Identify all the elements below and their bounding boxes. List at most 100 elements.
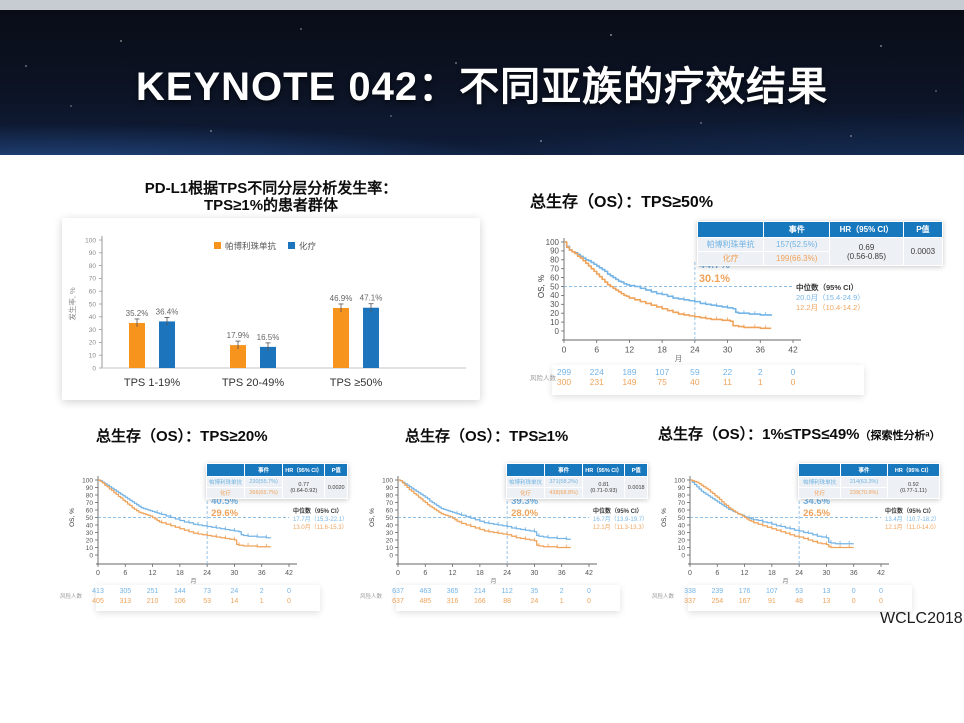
median-line: 16.7月（13.9-19.7） xyxy=(593,516,649,523)
svg-text:0: 0 xyxy=(287,588,291,595)
bar-chart-title: PD-L1根据TPS不同分层分析发生率： TPS≥1%的患者群体 xyxy=(62,180,480,214)
svg-text:帕博利珠单抗: 帕博利珠单抗 xyxy=(225,241,277,251)
svg-text:316: 316 xyxy=(447,598,459,605)
svg-text:80: 80 xyxy=(678,492,686,499)
median-line: 17.7月（15.3-22.1） xyxy=(293,516,349,523)
svg-text:10: 10 xyxy=(386,545,394,552)
median-line: 12.1月（11.3-13.3） xyxy=(593,524,648,531)
km-tps50-title: 总生存（OS）：TPS≥50% xyxy=(530,194,714,211)
svg-text:176: 176 xyxy=(739,588,751,595)
svg-text:12: 12 xyxy=(449,570,457,577)
svg-text:24: 24 xyxy=(795,570,803,577)
bar-chart-title-line1: PD-L1根据TPS不同分层分析发生率： xyxy=(144,180,398,197)
svg-text:30: 30 xyxy=(89,327,97,334)
svg-text:30: 30 xyxy=(723,345,733,355)
svg-text:40.5%: 40.5% xyxy=(211,496,238,507)
median-line: 中位数（95% CI） xyxy=(796,283,859,292)
svg-text:0: 0 xyxy=(879,588,883,595)
svg-text:2: 2 xyxy=(758,367,763,377)
bars: 35.2% 36.4% TPS 1-19% 17.9% 16.5% TPS 20-49% 4… xyxy=(124,294,383,389)
svg-text:6: 6 xyxy=(594,345,599,355)
landmark-labels: 39.3%28.0% xyxy=(511,496,538,519)
svg-text:47.1%: 47.1% xyxy=(360,294,383,303)
svg-text:0: 0 xyxy=(89,552,93,559)
svg-text:365: 365 xyxy=(447,588,459,595)
svg-text:17.9%: 17.9% xyxy=(227,331,250,340)
svg-text:30: 30 xyxy=(231,570,239,577)
svg-text:59: 59 xyxy=(690,367,700,377)
svg-text:0: 0 xyxy=(791,367,796,377)
km-tps1-title: 总生存（OS）：TPS≥1% xyxy=(405,428,569,445)
stats-header-cell xyxy=(205,463,246,477)
svg-text:90: 90 xyxy=(386,485,394,492)
svg-text:36: 36 xyxy=(558,570,566,577)
svg-text:10: 10 xyxy=(550,318,559,327)
svg-text:月: 月 xyxy=(190,578,196,585)
median-line: 中位数（95% CI） xyxy=(293,509,343,515)
svg-text:18: 18 xyxy=(476,570,484,577)
svg-text:167: 167 xyxy=(739,598,751,605)
svg-text:100: 100 xyxy=(546,238,560,247)
svg-text:发生率, %: 发生率, % xyxy=(67,287,77,321)
svg-text:OS, %: OS, % xyxy=(369,508,376,527)
risk-numbers: 637 637 463 485 365 316 214 166 112 88 35 24 2 1 0 0 风险人… xyxy=(360,588,591,605)
svg-text:风险人数: 风险人数 xyxy=(530,373,557,382)
axes xyxy=(562,238,801,341)
svg-text:40: 40 xyxy=(386,522,394,529)
stats-table: 事件 HR（95% CI） 帕博利珠单抗 214(63.3%) 0.92 (0.77-1.… xyxy=(797,463,941,499)
svg-text:231: 231 xyxy=(590,377,604,387)
svg-text:70: 70 xyxy=(550,265,559,274)
svg-text:30: 30 xyxy=(386,530,394,537)
svg-text:13: 13 xyxy=(823,598,831,605)
svg-text:18: 18 xyxy=(768,570,776,577)
svg-text:36: 36 xyxy=(850,570,858,577)
svg-text:16.5%: 16.5% xyxy=(257,333,280,342)
svg-text:6: 6 xyxy=(715,570,719,577)
svg-text:30.1%: 30.1% xyxy=(699,273,730,285)
km-tps49-title-main: 总生存（OS）：1%≤TPS≤49% xyxy=(658,426,860,443)
stats-table: 事件 HR（95% CI） P值 帕博利珠单抗 230(55.7%) 0.77 (0.64-… xyxy=(205,463,348,499)
svg-text:42: 42 xyxy=(585,570,593,577)
svg-text:OS, %: OS, % xyxy=(661,508,668,527)
svg-text:20: 20 xyxy=(550,309,559,318)
svg-text:91: 91 xyxy=(768,598,776,605)
svg-text:20: 20 xyxy=(86,537,94,544)
svg-text:40: 40 xyxy=(678,522,686,529)
svg-text:0: 0 xyxy=(287,598,291,605)
svg-text:36: 36 xyxy=(258,570,266,577)
svg-text:24: 24 xyxy=(203,570,211,577)
median-annotation: 中位数（95% CI） 17.7月（15.3-22.1） 13.0月（11.6-15… xyxy=(293,509,348,532)
svg-text:0: 0 xyxy=(562,345,567,355)
stats-header-cell: HR（95% CI） xyxy=(829,221,904,238)
svg-text:80: 80 xyxy=(550,256,559,265)
svg-text:24: 24 xyxy=(503,570,511,577)
svg-text:28.0%: 28.0% xyxy=(511,508,538,519)
axes xyxy=(688,476,889,565)
km-curves xyxy=(398,479,571,549)
header-banner: KEYNOTE 042：不同亚族的疗效结果 xyxy=(0,10,964,155)
svg-text:107: 107 xyxy=(655,367,669,377)
svg-text:90: 90 xyxy=(86,485,94,492)
svg-text:20: 20 xyxy=(89,340,97,347)
svg-text:0: 0 xyxy=(852,588,856,595)
svg-text:月: 月 xyxy=(490,578,496,585)
km-curves xyxy=(564,241,772,330)
stats-header-cell: P值 xyxy=(902,221,944,238)
svg-text:10: 10 xyxy=(86,545,94,552)
median-line: 12.1月（11.0-14.0） xyxy=(885,524,940,531)
svg-text:305: 305 xyxy=(119,588,131,595)
axes xyxy=(396,476,597,565)
reference-lines xyxy=(398,496,589,564)
svg-text:12: 12 xyxy=(625,345,635,355)
svg-text:80: 80 xyxy=(86,492,94,499)
svg-text:0: 0 xyxy=(555,327,560,336)
median-line: 12.2月（10.4-14.2） xyxy=(796,302,865,312)
svg-text:40: 40 xyxy=(550,291,559,300)
svg-text:6: 6 xyxy=(123,570,127,577)
svg-text:风险人数: 风险人数 xyxy=(360,592,383,600)
svg-text:36.4%: 36.4% xyxy=(156,307,179,316)
svg-text:405: 405 xyxy=(92,598,104,605)
